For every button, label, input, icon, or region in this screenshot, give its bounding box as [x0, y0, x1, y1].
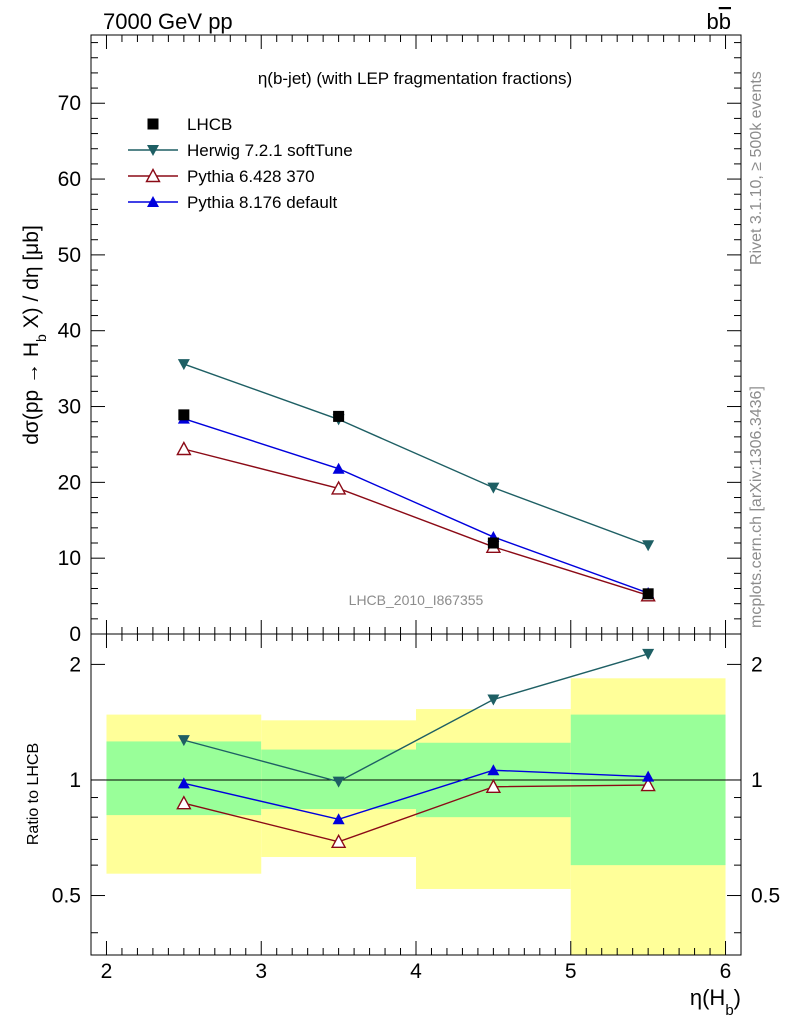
ratio-point-pythia6 — [330, 833, 347, 849]
y-tick-label: 70 — [58, 92, 81, 115]
x-tick-label: 6 — [720, 960, 732, 983]
header-right-bbar: b — [719, 9, 731, 34]
y-tick-label: 60 — [58, 168, 81, 191]
x-tick-label: 3 — [255, 960, 267, 983]
ratio-point-herwig — [332, 776, 345, 788]
legend-marker-pythia8 — [147, 196, 159, 207]
legend-label-pythia6: Pythia 6.428 370 — [187, 167, 315, 186]
main-plot-axes: 0 10 20 30 40 50 60 70 — [58, 34, 742, 646]
series-pythia8 — [177, 412, 655, 599]
legend-label-pythia8: Pythia 8.176 default — [187, 193, 338, 212]
legend-marker-pythia6 — [145, 168, 161, 183]
xlabel-part-b: ) — [734, 985, 741, 1010]
series-data — [178, 409, 654, 600]
legend-label-herwig: Herwig 7.2.1 softTune — [187, 141, 353, 160]
data-point-herwig — [642, 540, 655, 552]
ratio-point-pythia6 — [485, 778, 502, 793]
legend-marker-herwig — [147, 145, 159, 156]
main-plot-watermark: LHCB_2010_I867355 — [349, 592, 484, 608]
data-point-data — [642, 588, 654, 600]
series-line-pythia8 — [183, 417, 649, 594]
series-line-herwig — [183, 363, 649, 546]
xlabel-subscript: b — [725, 1002, 733, 1019]
ratio-series-pythia6 — [176, 777, 656, 849]
main-plot-ylabel: dσ(pp → Hb X) / dη [μb] — [20, 225, 49, 445]
ratio-y-tick-label-left: 0.5 — [52, 885, 81, 908]
x-tick-label: 4 — [410, 960, 422, 983]
ratio-line-herwig — [183, 653, 649, 783]
ratio-y-tick-label-right: 0.5 — [751, 885, 780, 908]
header-right-label: bb — [707, 9, 732, 34]
data-point-pythia8 — [332, 462, 345, 474]
ratio-line-pythia8 — [183, 769, 649, 820]
ratio-point-herwig — [642, 648, 655, 660]
y-tick-label: 0 — [69, 623, 81, 646]
y-tick-label: 10 — [58, 547, 81, 570]
ratio-point-herwig — [487, 694, 500, 706]
ratio-point-pythia6 — [640, 777, 656, 792]
main-plot-title: η(b-jet) (with LEP fragmentation fractio… — [258, 69, 572, 88]
legend: LHCB Herwig 7.2.1 softTune Pythia 6.428 37… — [128, 115, 353, 212]
xlabel-part-a: η(H — [690, 985, 725, 1010]
data-point-data — [178, 409, 190, 421]
ratio-point-pythia8 — [332, 813, 345, 825]
ratio-point-pythia8 — [487, 764, 500, 776]
ratio-series-pythia8 — [177, 764, 655, 825]
header-left-label: 7000 GeV pp — [103, 9, 233, 34]
y-tick-label: 20 — [58, 471, 81, 494]
legend-item-herwig: Herwig 7.2.1 softTune — [128, 141, 353, 160]
ratio-point-herwig — [177, 735, 190, 747]
ratio-plot-ylabel: Ratio to LHCB — [25, 743, 42, 845]
legend-item-pythia8: Pythia 8.176 default — [128, 193, 338, 212]
y-tick-label: 40 — [58, 320, 81, 343]
y-tick-label: 50 — [58, 244, 81, 267]
ratio-plot-axes: 0.5 0.5 1 1 2 2 2 3 4 5 6 — [52, 633, 780, 983]
x-tick-label: 5 — [565, 960, 577, 983]
legend-item-data: LHCB — [147, 115, 232, 134]
legend-marker-data — [147, 118, 159, 130]
ratio-y-tick-label-right: 1 — [751, 769, 763, 792]
ratio-plot-xlabel: η(Hb) — [690, 985, 741, 1019]
data-point-data — [487, 537, 499, 549]
ylabel-part-b: X) / dη [μb] — [20, 225, 43, 334]
legend-label-data: LHCB — [187, 115, 232, 134]
series-line-pythia6 — [183, 448, 649, 596]
header-right-b: b — [707, 9, 719, 34]
y-tick-label: 30 — [58, 396, 81, 419]
ratio-series-herwig — [177, 648, 655, 788]
ratio-y-tick-label-left: 2 — [69, 653, 81, 676]
ratio-point-pythia6 — [176, 795, 192, 810]
ratio-plot-panel: 0.5 0.5 1 1 2 2 2 3 4 5 6 Ratio to LHCB η(Hb) — [25, 633, 780, 1019]
ratio-line-pythia6 — [183, 784, 649, 843]
data-point-herwig — [487, 482, 500, 494]
ratio-point-pythia8 — [177, 777, 190, 789]
mcplots-label: mcplots.cern.ch [arXiv:1306.3436] — [748, 386, 765, 628]
data-point-herwig — [177, 359, 190, 371]
data-point-pythia6 — [176, 441, 192, 456]
rivet-label: Rivet 3.1.10, ≥ 500k events — [748, 71, 765, 265]
x-tick-label: 2 — [101, 960, 113, 983]
main-plot-series — [176, 359, 656, 602]
data-point-pythia6 — [330, 480, 347, 495]
main-plot-panel: 0 10 20 30 40 50 60 70 η(b-jet) (with LEP fragm… — [20, 34, 742, 646]
data-point-data — [333, 410, 345, 422]
legend-item-pythia6: Pythia 6.428 370 — [128, 167, 315, 186]
ratio-point-pythia8 — [642, 770, 655, 782]
ratio-y-tick-label-right: 2 — [751, 653, 763, 676]
ratio-y-tick-label-left: 1 — [69, 769, 81, 792]
ylabel-part-a: dσ(pp → H — [20, 342, 43, 445]
series-herwig — [177, 359, 655, 552]
ylabel-subscript: b — [33, 334, 49, 342]
ratio-uncertainty-bands — [106, 678, 726, 955]
ratio-plot-series — [176, 648, 656, 849]
